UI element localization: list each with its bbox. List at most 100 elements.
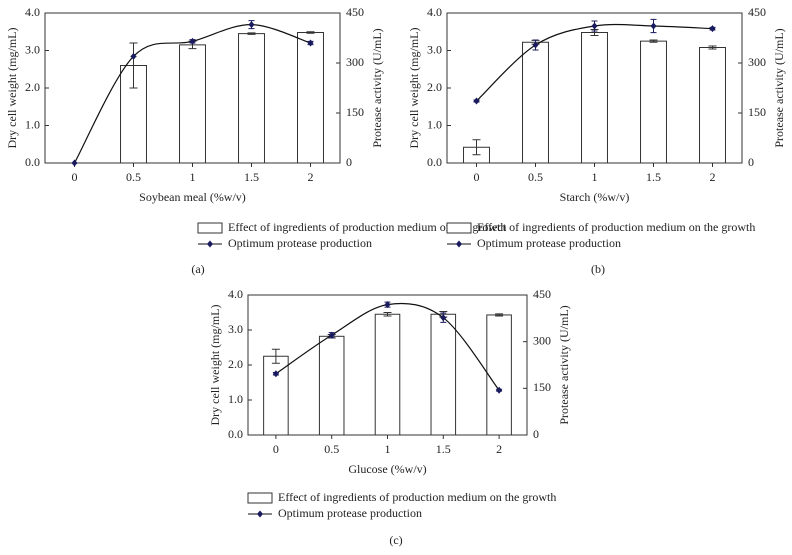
y2-tick-label: 450 <box>346 5 364 19</box>
y2-tick-label: 450 <box>748 5 766 19</box>
x-axis-label: Soybean meal (%w/v) <box>139 190 246 204</box>
bar <box>581 32 608 164</box>
bar <box>522 41 549 164</box>
y2-axis-label: Protease activity (U/mL) <box>370 28 384 147</box>
x-tick-label: 2 <box>710 170 716 184</box>
x-tick-label: 1 <box>592 170 598 184</box>
y-tick-label: 0.0 <box>427 155 442 169</box>
y2-tick-label: 300 <box>346 55 364 69</box>
x-tick-label: 1 <box>190 170 196 184</box>
legend-marker <box>207 240 213 248</box>
error-bar <box>708 45 717 50</box>
bar <box>179 44 206 164</box>
marker <box>130 52 137 60</box>
y-tick-label: 4.0 <box>25 5 40 19</box>
marker <box>307 39 314 47</box>
y-tick-label: 3.0 <box>25 42 40 56</box>
y2-tick-label: 0 <box>346 155 352 169</box>
bar <box>297 32 324 164</box>
y2-tick-label: 0 <box>748 155 754 169</box>
y-axis-label: Dry cell weight (mg/mL) <box>407 28 421 149</box>
error-bar <box>271 348 280 364</box>
x-tick-label: 1.5 <box>646 170 661 184</box>
marker <box>71 159 78 167</box>
error-bar <box>306 31 315 34</box>
x-tick-label: 0.5 <box>528 170 543 184</box>
bar <box>374 313 401 436</box>
bar <box>486 314 512 436</box>
error-bar <box>649 39 658 43</box>
legend-swatch <box>197 222 223 234</box>
x-tick-label: 0.5 <box>324 442 339 456</box>
x-tick-label: 2 <box>308 170 314 184</box>
panel-caption: (c) <box>389 533 402 547</box>
y-tick-label: 3.0 <box>228 322 243 336</box>
y-tick-label: 4.0 <box>427 5 442 19</box>
x-tick-label: 2 <box>496 442 502 456</box>
y-tick-label: 2.0 <box>25 80 40 94</box>
y2-tick-label: 0 <box>533 427 539 441</box>
bar <box>699 47 726 164</box>
bar <box>318 335 345 436</box>
x-tick-label: 0 <box>474 170 480 184</box>
marker <box>496 386 503 394</box>
x-tick-label: 1 <box>385 442 391 456</box>
panel-caption: (a) <box>191 262 204 276</box>
error-bar <box>247 32 256 35</box>
marker <box>709 25 716 33</box>
y-tick-label: 1.0 <box>228 392 243 406</box>
y2-tick-label: 300 <box>748 55 766 69</box>
y-tick-label: 1.0 <box>25 117 40 131</box>
y2-tick-label: 150 <box>533 380 551 394</box>
y-tick-label: 0.0 <box>228 427 243 441</box>
marker <box>650 22 657 30</box>
y-tick-label: 4.0 <box>228 287 243 301</box>
y-axis-label: Dry cell weight (mg/mL) <box>208 305 222 426</box>
legend-label: Effect of ingredients of production medi… <box>228 220 506 234</box>
marker <box>591 22 598 30</box>
legend-swatch <box>247 492 273 504</box>
error-bar <box>383 312 392 317</box>
legend-marker <box>456 240 462 248</box>
y2-tick-label: 300 <box>533 333 551 347</box>
marker <box>328 331 335 339</box>
bar <box>238 33 265 164</box>
x-tick-label: 0 <box>72 170 78 184</box>
y-tick-label: 2.0 <box>427 80 442 94</box>
legend-label: Optimum protease production <box>477 236 621 250</box>
legend-label: Effect of ingredients of production medi… <box>278 490 556 504</box>
y2-tick-label: 150 <box>346 105 364 119</box>
bar <box>263 355 289 436</box>
bar <box>430 313 457 436</box>
marker <box>248 21 255 29</box>
x-axis-label: Glucose (%w/v) <box>348 462 426 476</box>
line <box>73 24 311 164</box>
y2-axis-label: Protease activity (U/mL) <box>772 28 786 147</box>
marker <box>189 37 196 45</box>
marker <box>532 41 539 49</box>
y-tick-label: 3.0 <box>427 42 442 56</box>
error-bar <box>129 42 138 89</box>
marker <box>272 370 279 378</box>
y-tick-label: 0.0 <box>25 155 40 169</box>
bar <box>640 40 667 164</box>
x-tick-label: 1.5 <box>436 442 451 456</box>
legend-label: Optimum protease production <box>278 506 422 520</box>
marker <box>440 314 447 322</box>
x-tick-label: 0.5 <box>126 170 141 184</box>
error-bar <box>472 139 481 156</box>
y2-axis-label: Protease activity (U/mL) <box>557 305 571 424</box>
legend-label: Optimum protease production <box>228 236 372 250</box>
marker <box>473 97 480 105</box>
x-axis-label: Starch (%w/v) <box>560 190 630 204</box>
legend-swatch <box>446 222 472 234</box>
x-tick-label: 1.5 <box>244 170 259 184</box>
y-tick-label: 2.0 <box>228 357 243 371</box>
y2-tick-label: 150 <box>748 105 766 119</box>
panel-caption: (b) <box>591 262 605 276</box>
y-tick-label: 1.0 <box>427 117 442 131</box>
legend-marker <box>257 510 263 518</box>
y2-tick-label: 450 <box>533 287 551 301</box>
y-axis-label: Dry cell weight (mg/mL) <box>5 28 19 149</box>
